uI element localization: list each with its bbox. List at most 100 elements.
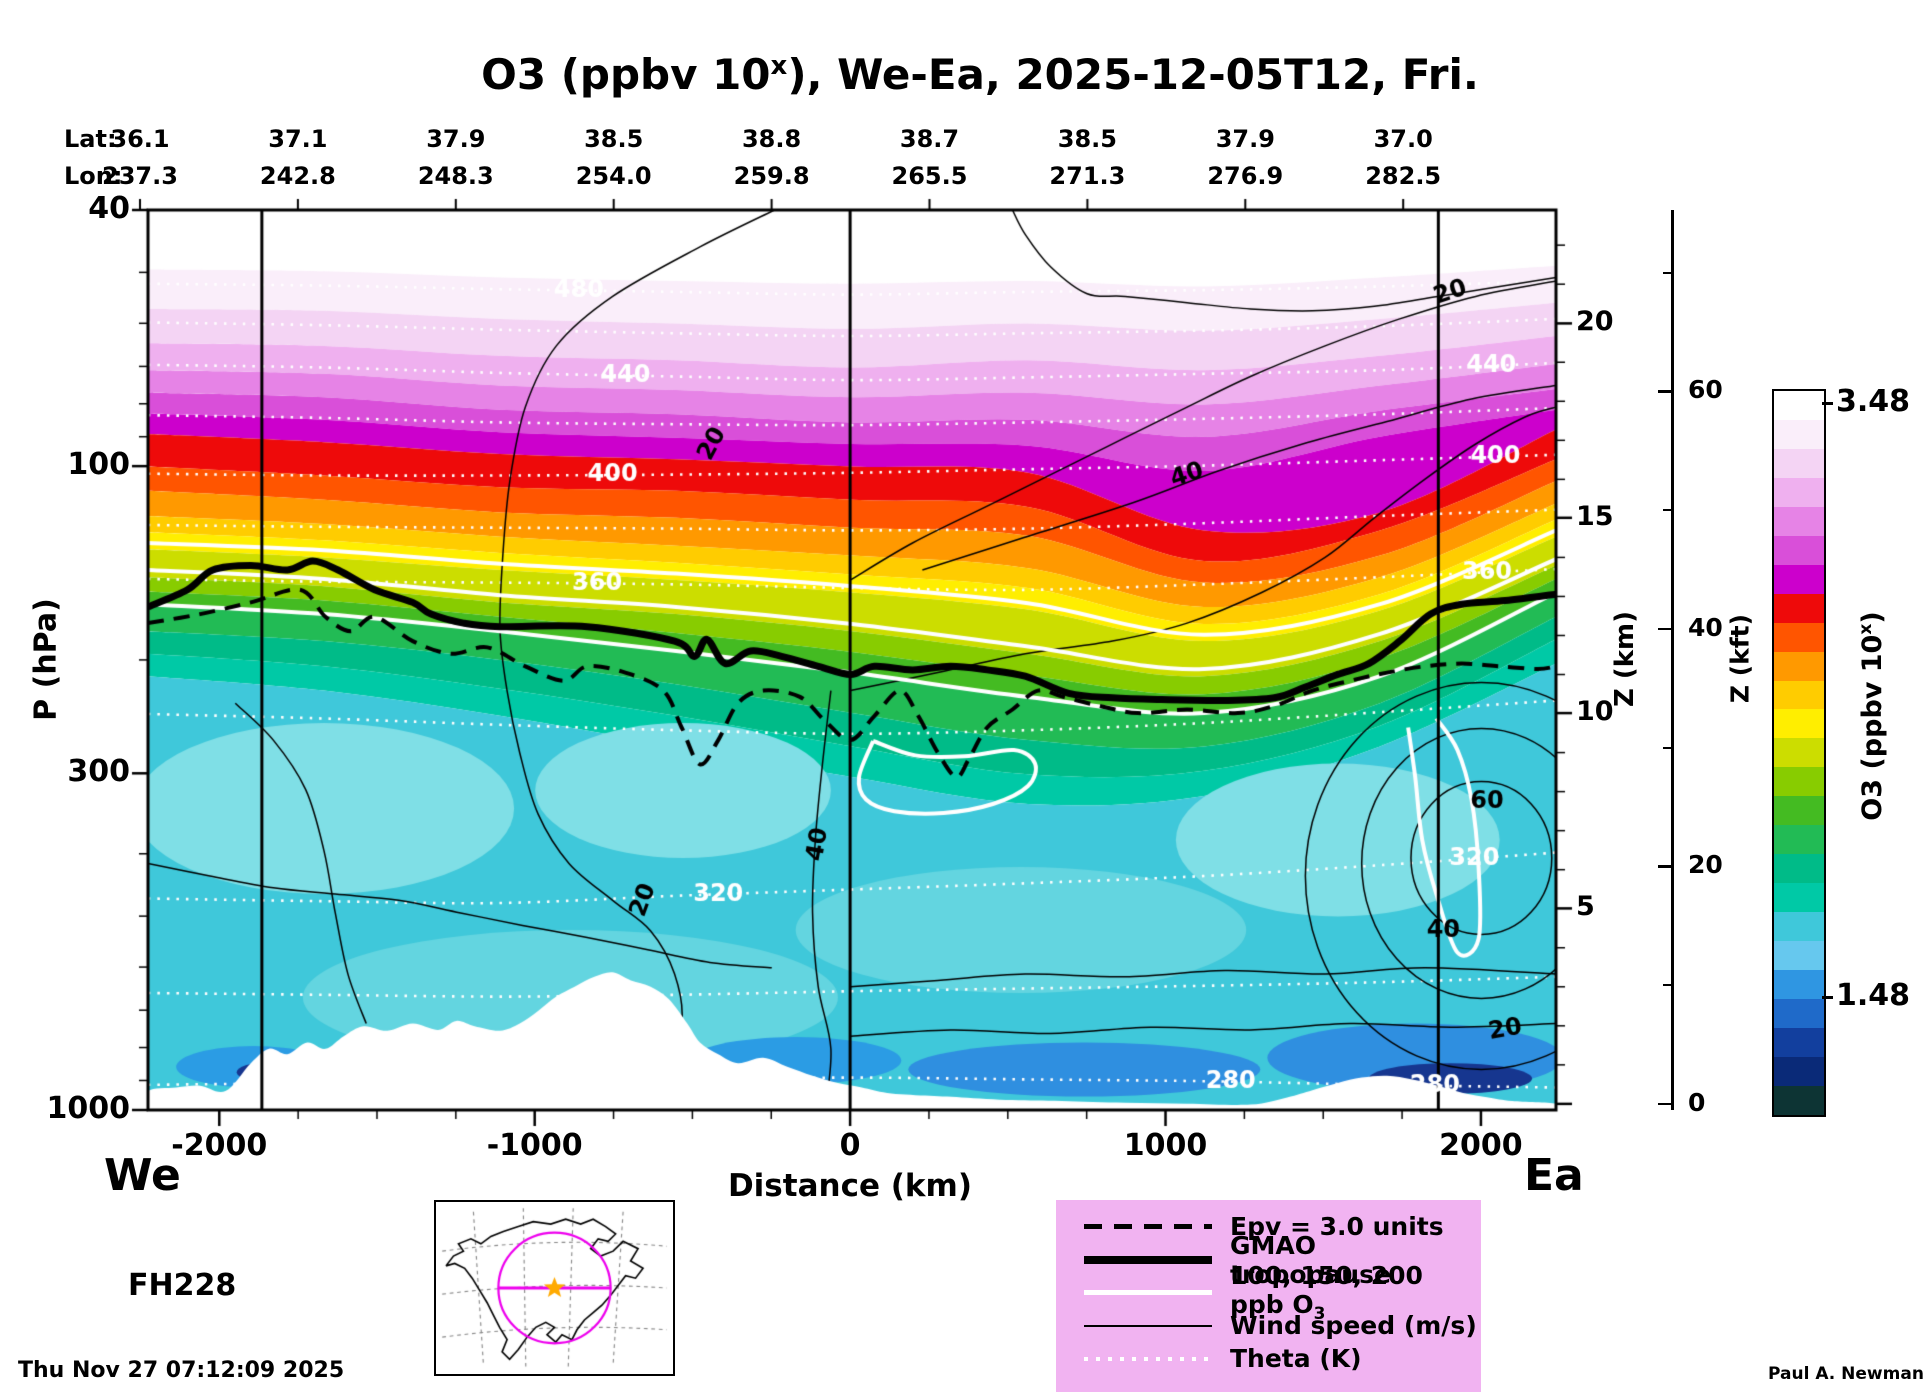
colorbar-label-post: ): [1857, 611, 1888, 624]
colorbar-segment: [1774, 767, 1824, 797]
east-endpoint-label: Ea: [1524, 1150, 1584, 1201]
colorbar-segment: [1774, 680, 1824, 710]
lon-row-label: Lon:: [64, 162, 123, 190]
lon-value: 248.3: [417, 162, 494, 190]
legend-label-o3-main: 100, 150, 200 ppb O: [1230, 1261, 1423, 1319]
pressure-tick-label: 40: [88, 191, 130, 226]
colorbar-segment: [1774, 477, 1824, 507]
forecast-hour-label: FH228: [128, 1268, 237, 1303]
zkft-axis-label: Z (kft): [1725, 613, 1755, 704]
zkft-tick-label: 20: [1688, 850, 1723, 880]
lon-value: 282.5: [1365, 162, 1442, 190]
colorbar-segment: [1774, 883, 1824, 913]
colorbar-segment: [1774, 941, 1824, 971]
colorbar-segment: [1774, 622, 1824, 652]
colorbar-segment: [1774, 593, 1824, 623]
lat-value: 38.8: [741, 125, 802, 153]
colorbar-segment: [1774, 1027, 1824, 1057]
zkm-tick-label: 10: [1576, 696, 1614, 728]
colorbar: [1772, 389, 1826, 1117]
zkft-major-tick: [1658, 1102, 1671, 1106]
lat-value: 38.5: [584, 125, 644, 153]
pressure-tick-label: 100: [67, 447, 130, 483]
colorbar-axis-label: O3 (ppbv 10x): [1856, 546, 1888, 886]
title-pre: O3 (ppbv 10: [481, 50, 771, 99]
zkft-tick-label: 40: [1688, 612, 1723, 642]
lat-value: 38.7: [899, 125, 960, 153]
colorbar-tick-label: 1.48: [1836, 978, 1911, 1014]
distance-tick-label: -1000: [486, 1128, 583, 1163]
lat-value: 37.1: [268, 125, 328, 153]
distance-tick-label: 2000: [1439, 1128, 1523, 1163]
zkft-major-tick: [1658, 390, 1671, 393]
lat-value: 37.9: [1215, 125, 1275, 153]
pressure-tick-label: 300: [67, 754, 130, 790]
distance-tick-label: 0: [839, 1128, 861, 1163]
colorbar-segment: [1774, 970, 1824, 1000]
legend-row-tropopause: GMAO tropopause: [1084, 1231, 1481, 1289]
map-inset-canvas: [434, 1200, 675, 1376]
legend-row-epv: Epv = 3.0 units: [1084, 1210, 1481, 1243]
epv-dashed-line-sample: [1084, 1224, 1212, 1229]
zkft-minor-tick: [1663, 984, 1671, 987]
theta-dotted-line-sample: [1084, 1356, 1212, 1361]
legend-label-tropopause: GMAO tropopause: [1230, 1230, 1391, 1289]
pressure-tick-label: 1000: [46, 1091, 131, 1126]
west-endpoint-label: We: [104, 1150, 181, 1201]
legend: Epv = 3.0 units GMAO tropopause 100, 150…: [1056, 1200, 1481, 1392]
colorbar-segment: [1774, 825, 1824, 855]
zkm-tick-label: 15: [1576, 500, 1614, 532]
zkm-tick-label: 5: [1576, 891, 1595, 923]
colorbar-tick: [1822, 995, 1833, 999]
colorbar-tick-label: 3.48: [1836, 384, 1911, 420]
credit-text: Paul A. Newman (NASA: [1768, 1364, 1926, 1384]
lat-row-label: Lat:: [64, 125, 117, 153]
distance-tick-label: 1000: [1123, 1128, 1208, 1163]
run-timestamp: Thu Nov 27 07:12:09 2025: [18, 1358, 345, 1383]
distance-axis-label: Distance (km): [727, 1168, 973, 1204]
lon-value: 259.8: [733, 162, 810, 190]
zkft-tick-label: 60: [1688, 375, 1723, 405]
legend-label-o3-sub: 3: [1313, 1304, 1326, 1324]
tropopause-line-sample: [1084, 1255, 1212, 1264]
cross-section-plot-canvas: [122, 184, 1582, 1136]
colorbar-tick: [1822, 401, 1833, 405]
lat-value: 37.9: [426, 125, 486, 153]
legend-row-theta: Theta (K): [1084, 1342, 1481, 1375]
colorbar-segment: [1774, 419, 1824, 449]
title-exponent: x: [770, 51, 788, 81]
lat-value: 38.5: [1057, 125, 1117, 153]
legend-label-epv: Epv = 3.0 units: [1230, 1212, 1444, 1241]
legend-label-theta: Theta (K): [1230, 1344, 1362, 1373]
colorbar-segment: [1774, 709, 1824, 739]
zkm-tick-label: 20: [1576, 306, 1614, 338]
legend-label-o3-contours: 100, 150, 200 ppb O3: [1230, 1261, 1481, 1324]
colorbar-label-pre: O3 (ppbv 10: [1857, 634, 1888, 821]
colorbar-segment: [1774, 999, 1824, 1028]
title-post: ), We-Ea, 2025-12-05T12, Fri.: [787, 50, 1479, 99]
zkm-axis-label: Z (km): [1610, 610, 1640, 708]
legend-row-o3-contours: 100, 150, 200 ppb O3: [1084, 1261, 1481, 1324]
distance-tick-label: -2000: [171, 1128, 268, 1163]
zkft-minor-tick: [1663, 509, 1671, 512]
o3-contour-line-sample: [1084, 1290, 1212, 1295]
lon-value: 237.3: [102, 162, 178, 190]
lon-value: 254.0: [575, 162, 652, 190]
colorbar-segment: [1774, 448, 1824, 478]
colorbar-segment: [1774, 391, 1824, 420]
colorbar-segment: [1774, 796, 1824, 826]
page-title: O3 (ppbv 10x), We-Ea, 2025-12-05T12, Fri…: [148, 50, 1812, 99]
zkft-major-tick: [1658, 865, 1671, 868]
lat-value: 36.1: [110, 125, 170, 153]
zkft-minor-tick: [1663, 746, 1671, 749]
legend-label-wind: Wind speed (m/s): [1230, 1311, 1477, 1340]
wind-line-sample: [1084, 1324, 1212, 1327]
zkft-tick-label: 0: [1688, 1087, 1706, 1117]
colorbar-label-exponent: x: [1856, 623, 1876, 635]
zkft-axis-line: [1671, 210, 1674, 1110]
zkft-major-tick: [1658, 627, 1671, 631]
colorbar-segment: [1774, 1056, 1824, 1086]
colorbar-segment: [1774, 506, 1824, 536]
colorbar-segment: [1774, 535, 1824, 565]
